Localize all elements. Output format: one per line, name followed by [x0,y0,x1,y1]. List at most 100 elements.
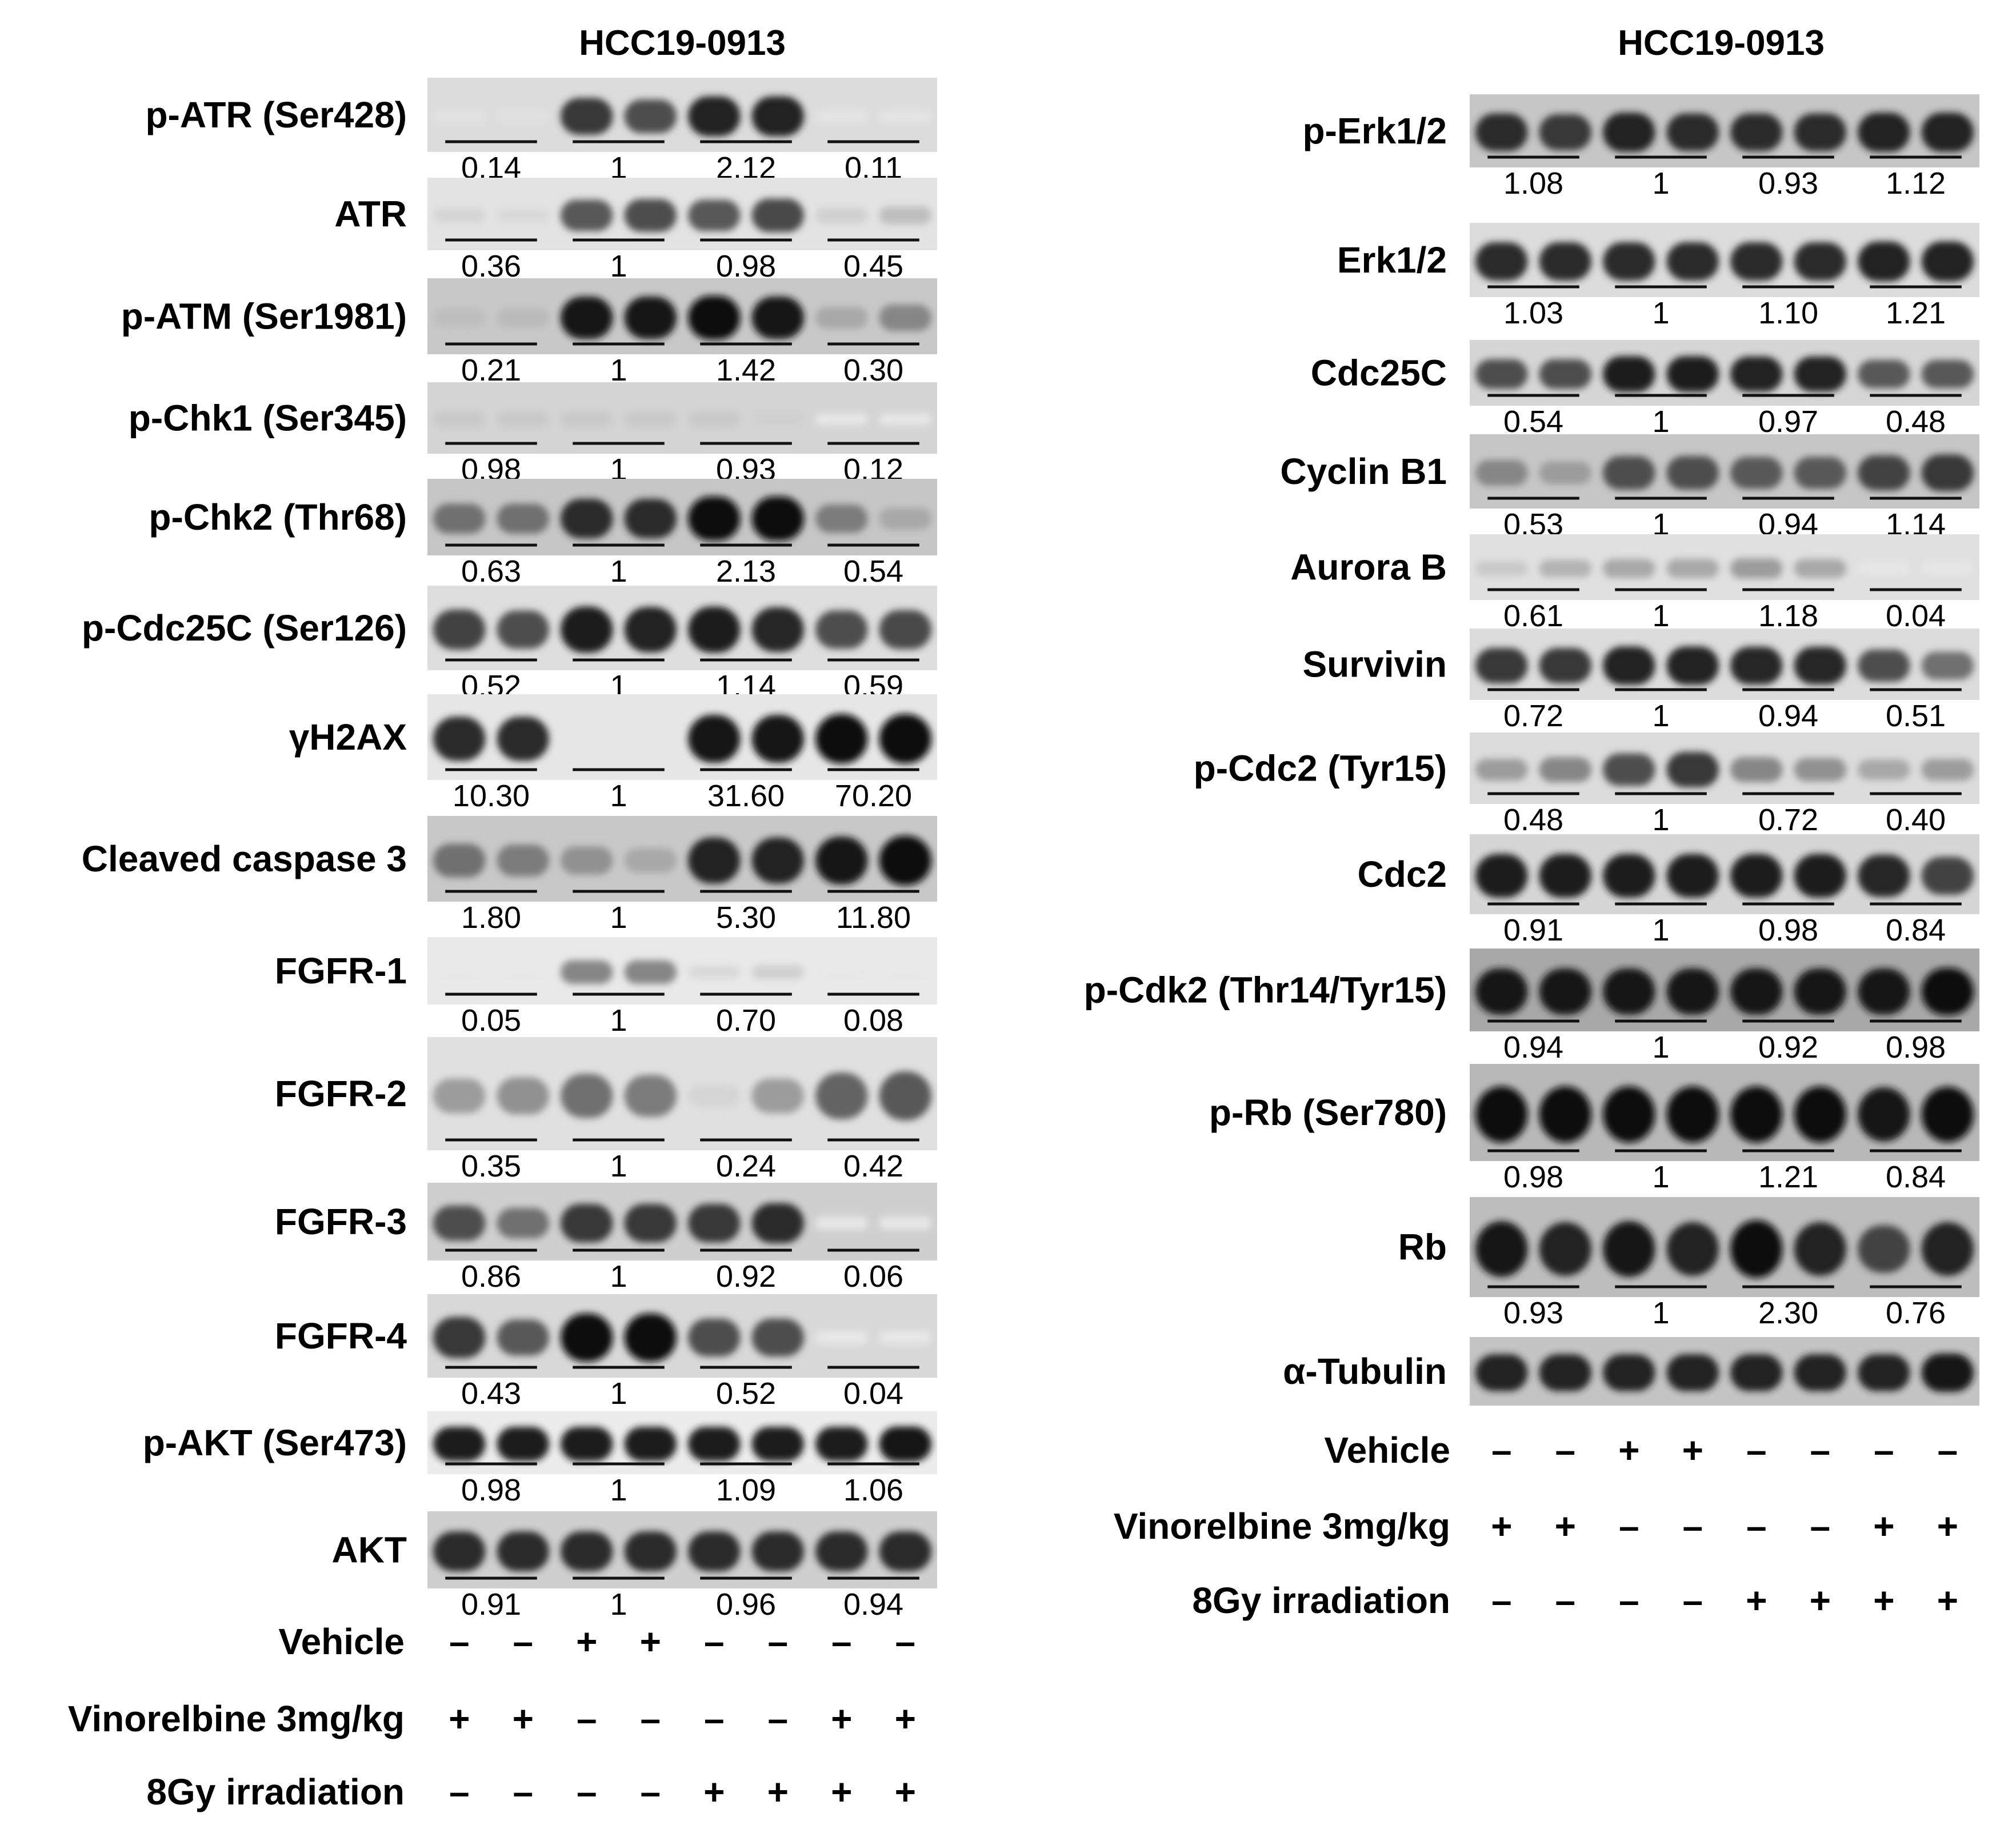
blot-row: FGFR-2 0.35 1 0.24 0.42 [275,1037,937,1183]
blot-band [815,610,868,649]
blot-label: p-AKT (Ser473) [143,1422,407,1463]
quant-value: 31.60 [707,779,785,813]
blot-band [1730,968,1783,1015]
blot-row: p-Rb (Ser780) 0.98 1 1.21 0.84 [1209,1064,1979,1194]
quant-value: 1 [1652,1030,1669,1064]
blot-band [751,198,804,233]
quant-value: 1 [610,353,627,387]
blot-band [561,960,613,984]
treatment-sign: + [1618,1430,1639,1471]
blot-row: p-ATR (Ser428)0.14 1 2.12 0.11 [145,78,937,185]
treatment-sign: + [831,1698,852,1739]
blot-band [1666,854,1719,898]
quant-value: 0.04 [1886,599,1946,633]
blot-band [1475,459,1528,486]
treatment-sign: – [640,1771,661,1812]
quant-value: 1.21 [1886,296,1946,330]
blot-band [1730,757,1783,782]
blot-row: Cdc2 0.91 1 0.98 0.84 [1358,834,1979,947]
blot-band [624,848,677,873]
treatment-sign: – [767,1698,788,1739]
blot-row: FGFR-4 0.43 1 0.52 0.04 [275,1294,937,1411]
blot-band [1858,759,1910,780]
quant-value: 0.92 [716,1259,776,1294]
blot-band [688,96,741,137]
blot-label: AKT [331,1530,407,1571]
blot-band [1666,113,1719,151]
blot-band [1603,242,1655,281]
blot-band [1539,1222,1591,1276]
blot-band [1794,356,1846,392]
blot-band [1921,563,1974,574]
blot-band [815,1531,868,1572]
blot-band [879,507,931,530]
blot-band [688,965,741,979]
blot-band [1794,646,1846,685]
treatment-sign: + [1810,1580,1831,1621]
treatment-sign: + [1873,1580,1894,1621]
quant-value: 1.21 [1758,1160,1818,1194]
blot-band [1921,454,1974,491]
blot-band [624,1313,677,1362]
blot-band [624,960,677,984]
blot-band [624,1427,677,1462]
quant-value: 0.86 [461,1259,521,1294]
blot-band [1858,1354,1910,1391]
blot-band [1475,359,1528,389]
quant-value: 11.80 [836,901,911,935]
quant-value: 10.30 [453,779,530,813]
quant-value: 2.13 [716,554,776,589]
blot-band [1539,757,1591,782]
quant-value: 0.70 [716,1003,776,1038]
blot-band [1475,854,1528,898]
treatment-sign: – [1810,1506,1830,1547]
blot-band [1475,968,1528,1015]
treatment-sign: – [640,1698,661,1739]
blot-band [1858,241,1910,282]
quant-value: 1 [610,779,627,813]
blot-band [1794,758,1846,782]
blot-band [497,109,549,123]
blot-band [1730,113,1783,151]
quant-value: 0.91 [461,1587,521,1622]
quant-value: 0.98 [1886,1030,1946,1064]
blot-band [624,296,677,339]
condition-label: 8Gy irradiation [146,1771,405,1812]
treatment-sign: + [1491,1506,1512,1547]
treatment-sign: + [576,1621,597,1662]
blot-band [879,304,931,331]
blot-band [497,966,549,978]
quant-value: 1 [610,901,627,935]
blot-label: FGFR-4 [275,1315,407,1356]
treatment-sign: – [704,1621,725,1662]
quant-value: 0.98 [461,1473,521,1507]
condition-row: Vinorelbine 3mg/kg + + – – – – + + [68,1698,916,1739]
blot-label: Erk1/2 [1337,239,1447,281]
blot-band [688,1531,741,1572]
blot-band [815,837,868,885]
blot-band [1794,559,1846,578]
blot-band [751,715,804,763]
blot-label: p-Rb (Ser780) [1209,1092,1447,1133]
treatment-sign: – [449,1621,470,1662]
condition-row: 8Gy irradiation – – – – + + + + [146,1771,916,1812]
blot-band [815,1072,868,1119]
blot-band [688,1203,741,1243]
quant-value: 0.52 [716,1376,776,1411]
blot-band [1603,753,1655,786]
blot-band [1539,1354,1591,1391]
treatment-sign: – [1810,1430,1830,1471]
blot-band [688,411,741,427]
blot-band [624,411,677,427]
blot-band [751,837,804,884]
quant-value: 0.94 [843,1587,903,1622]
blot-band [1539,461,1591,485]
blot-band [1539,359,1591,389]
treatment-sign: – [1491,1580,1512,1621]
blot-label: Aurora B [1290,547,1447,588]
blot-band [1539,559,1591,578]
treatment-sign: – [1682,1506,1703,1547]
blot-band [1603,1354,1655,1391]
blot-band [688,199,741,231]
blot-band [815,413,868,426]
